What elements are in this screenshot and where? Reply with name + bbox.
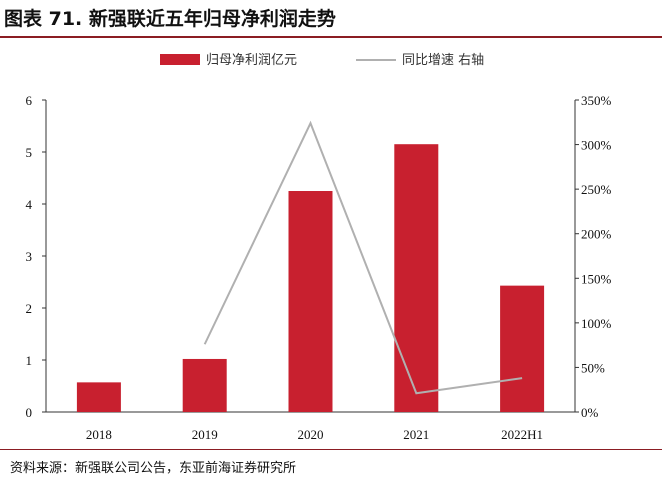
x-tick-label: 2022H1 xyxy=(501,427,543,442)
bar-2019 xyxy=(182,358,227,412)
legend-bar-swatch xyxy=(160,54,200,65)
left-tick-label: 1 xyxy=(26,353,33,368)
right-tick-label: 350% xyxy=(581,93,612,108)
legend-bar-label: 归母净利润亿元 xyxy=(206,53,297,68)
legend-line-label: 同比增速 右轴 xyxy=(402,53,484,68)
right-tick-label: 200% xyxy=(581,227,612,242)
chart-axes: 0 1 2 3 4 5 6 0% 50% 100% 150% 200% 250% 300% 350% xyxy=(26,93,612,420)
bar-2018 xyxy=(76,382,121,412)
right-tick-label: 300% xyxy=(581,138,612,153)
right-tick-label: 50% xyxy=(581,360,605,375)
bar-2020 xyxy=(288,191,333,412)
bar-2022H1 xyxy=(500,285,545,412)
x-tick-label: 2019 xyxy=(192,427,218,442)
right-tick-label: 0% xyxy=(581,405,599,420)
bar-series xyxy=(76,144,545,412)
x-tick-label: 2018 xyxy=(86,427,112,442)
left-tick-label: 3 xyxy=(26,249,33,264)
title-divider xyxy=(0,36,662,38)
x-tick-label: 2020 xyxy=(298,427,324,442)
line-series xyxy=(203,120,523,395)
left-tick-label: 4 xyxy=(26,197,33,212)
bar-2021 xyxy=(394,144,439,412)
left-tick-label: 0 xyxy=(26,405,33,420)
right-tick-label: 250% xyxy=(581,182,612,197)
source-divider xyxy=(0,449,662,450)
left-tick-label: 6 xyxy=(26,93,33,108)
right-tick-label: 150% xyxy=(581,271,612,286)
x-tick-label: 2021 xyxy=(403,427,429,442)
x-axis-labels: 2018 2019 2020 2021 2022H1 xyxy=(86,427,543,442)
left-tick-label: 2 xyxy=(26,301,33,316)
growth-line xyxy=(203,120,523,395)
chart-legend: 归母净利润亿元 同比增速 右轴 xyxy=(160,53,484,68)
left-tick-label: 5 xyxy=(26,145,33,160)
chart-title: 图表 71. 新强联近五年归母净利润走势 xyxy=(4,8,336,30)
chart-canvas: 归母净利润亿元 同比增速 右轴 0 1 2 3 4 5 6 0% 50% 100% 150% 200%… xyxy=(26,53,612,442)
right-tick-label: 100% xyxy=(581,316,612,331)
source-note: 资料来源：新强联公司公告，东亚前海证券研究所 xyxy=(10,461,297,476)
